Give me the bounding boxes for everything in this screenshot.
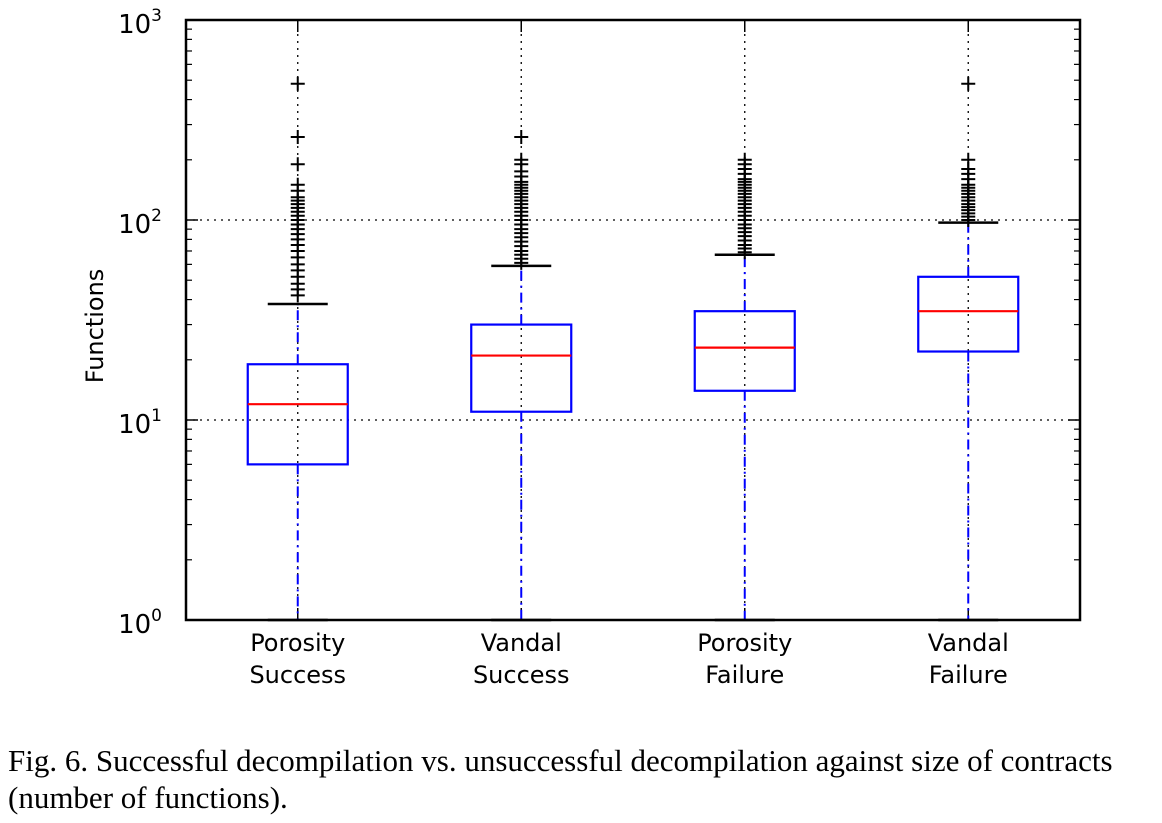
minor-ticks: [186, 19, 1080, 621]
flier-point: [514, 130, 529, 145]
flier-point: [514, 152, 529, 167]
box-group: [917, 76, 1020, 622]
y-tick-labels: 100 101 102 103: [118, 6, 162, 640]
y-tick-label: 103: [118, 6, 162, 40]
x-category-label-line2: Success: [249, 661, 346, 689]
iqr-box: [246, 363, 349, 466]
y-axis-label: Functions: [81, 269, 109, 384]
x-category-label-line2: Failure: [705, 661, 784, 689]
box-plot-chart: 100 101 102 103 Porosity Success Vandal Succes…: [81, 6, 1082, 689]
y-tick-label: 100: [118, 606, 162, 640]
flier-point: [737, 152, 752, 167]
x-category-labels: Porosity Success Vandal Success Porosity Fail…: [249, 629, 1008, 689]
x-category-label-line1: Porosity: [250, 629, 345, 657]
x-category-label-line1: Porosity: [697, 629, 792, 657]
flier-point: [961, 76, 976, 91]
flier-point: [961, 152, 976, 167]
boxes: [246, 76, 1020, 622]
iqr-box: [470, 323, 573, 413]
x-category-label-line1: Vandal: [481, 629, 562, 657]
figure-caption: Fig. 6. Successful decompilation vs. uns…: [8, 743, 1113, 815]
flier-point: [290, 177, 305, 192]
x-category-label-line1: Vandal: [928, 629, 1009, 657]
iqr-box: [693, 310, 796, 392]
box-group: [470, 130, 573, 622]
grid-lines: [186, 20, 1080, 620]
flier-point: [290, 157, 305, 172]
y-tick-label: 101: [118, 406, 162, 440]
box-group: [693, 152, 796, 622]
flier-point: [290, 130, 305, 145]
iqr-box: [917, 275, 1020, 353]
box-group: [246, 76, 349, 622]
plot-frame: [184, 18, 1082, 622]
y-tick-label: 102: [118, 206, 162, 240]
flier-point: [290, 76, 305, 91]
x-category-label-line2: Success: [473, 661, 570, 689]
x-category-label-line2: Failure: [929, 661, 1008, 689]
